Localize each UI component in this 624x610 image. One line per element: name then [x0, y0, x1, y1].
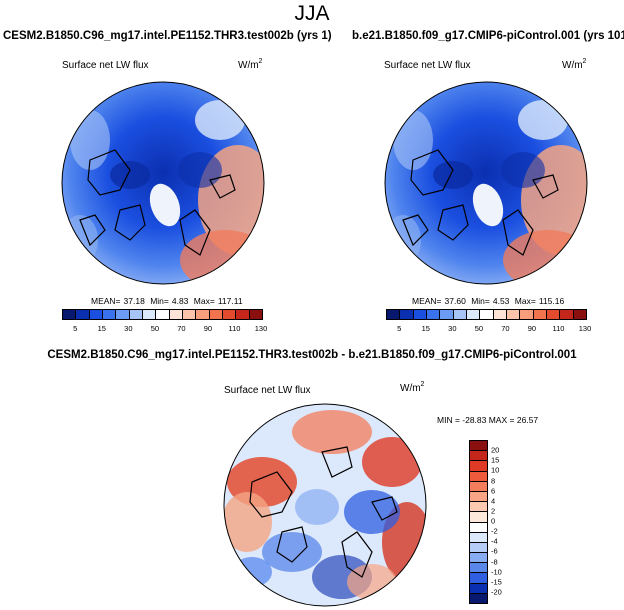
colorbar-swatch — [470, 471, 487, 482]
colorbar-swatch — [236, 310, 250, 319]
panel2-colorbar — [386, 309, 587, 320]
colorbar-swatch — [546, 310, 561, 319]
colorbar-tick-label: 130 — [254, 324, 268, 333]
colorbar-tick-label: 110 — [552, 324, 565, 333]
colorbar-swatch — [470, 502, 487, 513]
colorbar-tick-label: 8 — [491, 476, 496, 485]
colorbar-swatch — [470, 553, 487, 564]
panel1-colorbar-labels: 5 15 30 50 70 90 110 130 — [62, 324, 267, 334]
colorbar-swatch — [470, 542, 487, 554]
colorbar-swatch — [470, 461, 487, 472]
colorbar-swatch — [520, 310, 534, 319]
colorbar-swatch — [470, 522, 487, 533]
colorbar-swatch — [470, 532, 487, 543]
colorbar-swatch — [453, 310, 467, 319]
colorbar-tick-label: -8 — [491, 557, 498, 566]
colorbar-swatch — [573, 310, 586, 319]
colorbar-swatch — [209, 310, 223, 319]
colorbar-swatch — [182, 310, 197, 319]
colorbar-swatch — [129, 310, 143, 319]
colorbar-swatch — [533, 310, 547, 319]
colorbar-tick-label: 70 — [177, 324, 186, 333]
colorbar-tick-label: 10 — [491, 465, 500, 475]
season-title: JJA — [294, 2, 330, 25]
colorbar-tick-label: 110 — [228, 324, 241, 333]
panel3-minmax: MIN = -28.83 MAX = 26.57 — [437, 415, 539, 425]
colorbar-swatch — [116, 310, 130, 319]
panel3-variable: Surface net LW flux — [224, 385, 311, 396]
colorbar-swatch — [470, 481, 487, 492]
colorbar-tick-label: -2 — [491, 526, 498, 536]
colorbar-swatch — [63, 310, 77, 319]
panel2-stats: MEAN= 37.60 Min= 4.53 Max= 115.16 — [412, 296, 565, 306]
panel1-map — [61, 81, 265, 285]
colorbar-tick-label: 6 — [491, 486, 496, 496]
colorbar-swatch — [470, 563, 487, 574]
colorbar-tick-label: 15 — [97, 324, 106, 333]
colorbar-tick-label: 0 — [491, 516, 496, 526]
panel2-map — [384, 81, 588, 285]
colorbar-swatch — [440, 310, 454, 319]
colorbar-tick-label: -6 — [491, 546, 498, 556]
colorbar-swatch — [560, 310, 574, 319]
colorbar-tick-label: 20 — [491, 445, 500, 455]
colorbar-tick-label: 2 — [491, 506, 496, 516]
colorbar-tick-label: 5 — [397, 324, 402, 333]
colorbar-swatch — [466, 310, 481, 319]
colorbar-tick-label: 130 — [578, 324, 592, 333]
panel1-stats: MEAN= 37.18 Min= 4.83 Max= 117.11 — [91, 296, 243, 306]
colorbar-tick-label: 90 — [527, 324, 537, 333]
colorbar-swatch — [249, 310, 262, 319]
panel2-variable: Surface net LW flux — [384, 60, 471, 71]
colorbar-tick-label: 90 — [203, 324, 213, 333]
diff-colorbar — [469, 440, 488, 604]
panel1-title: CESM2.B1850.C96_mg17.intel.PE1152.THR3.t… — [3, 30, 332, 42]
panel3-title: CESM2.B1850.C96_mg17.intel.PE1152.THR3.t… — [47, 349, 577, 361]
colorbar-swatch — [470, 491, 487, 503]
colorbar-swatch — [102, 310, 117, 319]
colorbar-swatch — [387, 310, 401, 319]
colorbar-swatch — [506, 310, 521, 319]
colorbar-swatch — [470, 512, 487, 523]
colorbar-tick-label: -10 — [491, 567, 502, 577]
colorbar-swatch — [169, 310, 183, 319]
colorbar-swatch — [493, 310, 507, 319]
colorbar-tick-label: 30 — [448, 324, 457, 333]
colorbar-tick-label: 30 — [124, 324, 133, 333]
colorbar-tick-label: 15 — [421, 324, 430, 333]
colorbar-swatch — [156, 310, 170, 319]
panel2-title: b.e21.B1850.f09_g17.CMIP6-piControl.001 … — [352, 30, 624, 42]
colorbar-swatch — [142, 310, 157, 319]
colorbar-swatch — [76, 310, 90, 319]
panel1-units: W/m2 — [238, 58, 263, 71]
colorbar-swatch — [470, 583, 487, 594]
panel3-units: W/m2 — [400, 381, 425, 394]
colorbar-swatch — [470, 451, 487, 462]
colorbar-tick-label: 5 — [73, 324, 78, 333]
colorbar-swatch — [470, 573, 487, 584]
panel3-map — [223, 403, 427, 607]
colorbar-tick-label: -20 — [491, 587, 502, 597]
colorbar-swatch — [400, 310, 414, 319]
panel1-colorbar — [62, 309, 263, 320]
panel1-variable: Surface net LW flux — [62, 60, 149, 71]
colorbar-swatch — [470, 441, 487, 452]
colorbar-tick-label: 4 — [491, 496, 496, 506]
colorbar-swatch — [426, 310, 441, 319]
colorbar-tick-label: -4 — [491, 536, 498, 546]
colorbar-tick-label: -15 — [491, 577, 502, 587]
colorbar-swatch — [196, 310, 210, 319]
colorbar-swatch — [89, 310, 103, 319]
colorbar-tick-label: 50 — [150, 324, 160, 333]
colorbar-tick-label: 15 — [491, 455, 500, 465]
colorbar-swatch — [480, 310, 494, 319]
panel2-units: W/m2 — [562, 58, 587, 71]
colorbar-swatch — [222, 310, 237, 319]
colorbar-tick-label: 70 — [501, 324, 510, 333]
panel2-colorbar-labels: 5 15 30 50 70 90 110 130 — [386, 324, 591, 334]
colorbar-tick-label: 50 — [474, 324, 484, 333]
colorbar-swatch — [413, 310, 427, 319]
colorbar-swatch — [470, 593, 487, 603]
